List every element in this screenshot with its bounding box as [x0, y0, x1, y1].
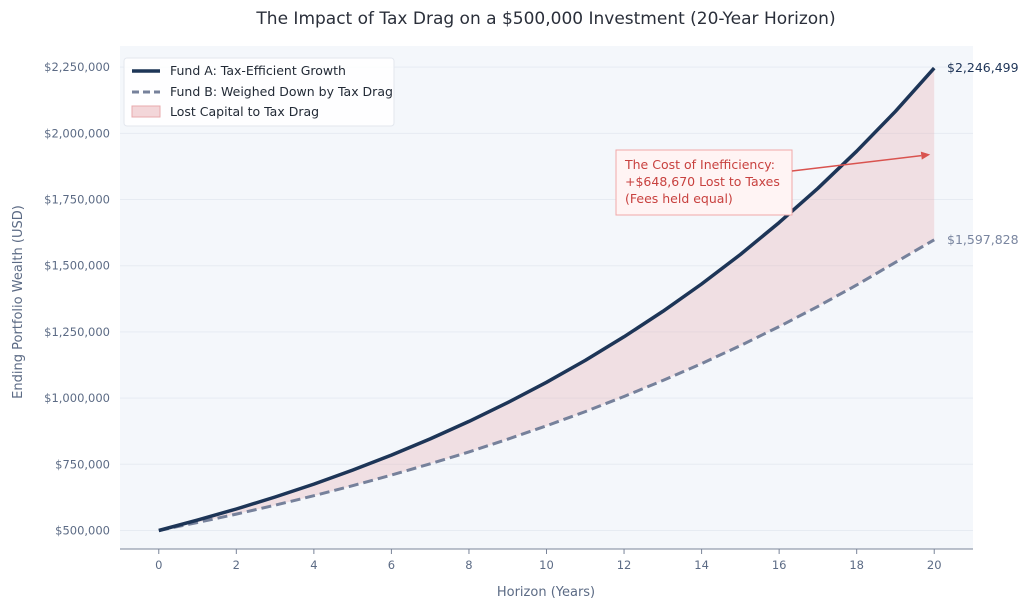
y-tick-label: $1,250,000	[44, 325, 110, 339]
y-tick-label: $1,500,000	[44, 259, 110, 273]
x-tick-label: 18	[849, 558, 864, 572]
lost-capital-fill	[158, 68, 935, 531]
annotation-line-2: +$648,670 Lost to Taxes	[625, 174, 780, 189]
plot-area	[120, 46, 973, 549]
annotation-line-1: The Cost of Inefficiency:	[624, 157, 775, 172]
y-tick-label: $1,750,000	[44, 193, 110, 207]
legend-swatch-lost-capital	[131, 105, 161, 118]
y-tick-label: $750,000	[55, 457, 110, 471]
lost-capital-area	[158, 68, 935, 531]
x-tick-label: 10	[539, 558, 554, 572]
annotation-line-3: (Fees held equal)	[625, 191, 733, 206]
x-tick-label: 20	[927, 558, 942, 572]
x-tick-label: 14	[694, 558, 709, 572]
y-tick-label: $2,000,000	[44, 126, 110, 140]
annotation-arrow	[791, 154, 922, 172]
annotation-arrowhead	[920, 151, 931, 160]
end-label-fund-a: $2,246,499	[947, 60, 1019, 75]
x-tick-label: 12	[617, 558, 632, 572]
x-tick-label: 6	[388, 558, 395, 572]
legend: Fund A: Tax-Efficient Growth Fund B: Wei…	[123, 57, 395, 127]
chart-title: The Impact of Tax Drag on a $500,000 Inv…	[255, 9, 835, 29]
series-lines	[158, 66, 936, 533]
annotation: The Cost of Inefficiency: +$648,670 Lost…	[615, 149, 931, 216]
legend-label-fund-a: Fund A: Tax-Efficient Growth	[170, 63, 346, 78]
series-line-fund-a	[158, 66, 936, 533]
y-tick-label: $500,000	[55, 523, 110, 537]
x-tick-label: 4	[310, 558, 317, 572]
x-tick-label: 8	[465, 558, 472, 572]
x-tick-label: 0	[155, 558, 162, 572]
x-axis-ticks: 0 2 4 6 8 10 12 14 16 18 20	[155, 549, 942, 572]
x-axis-label: Horizon (Years)	[497, 585, 595, 600]
legend-box	[123, 57, 395, 127]
legend-label-lost-capital: Lost Capital to Tax Drag	[170, 104, 319, 119]
series-line-fund-b	[158, 238, 935, 532]
legend-label-fund-b: Fund B: Weighed Down by Tax Drag	[170, 84, 393, 99]
end-label-fund-b: $1,597,828	[947, 232, 1019, 247]
y-axis-label: Ending Portfolio Wealth (USD)	[11, 205, 26, 399]
x-tick-label: 2	[233, 558, 240, 572]
y-axis-ticks: $500,000 $750,000 $1,000,000 $1,250,000 $1,5…	[44, 60, 110, 537]
y-tick-label: $1,000,000	[44, 391, 110, 405]
x-tick-label: 16	[772, 558, 787, 572]
y-tick-label: $2,250,000	[44, 60, 110, 74]
annotation-box	[615, 149, 793, 216]
